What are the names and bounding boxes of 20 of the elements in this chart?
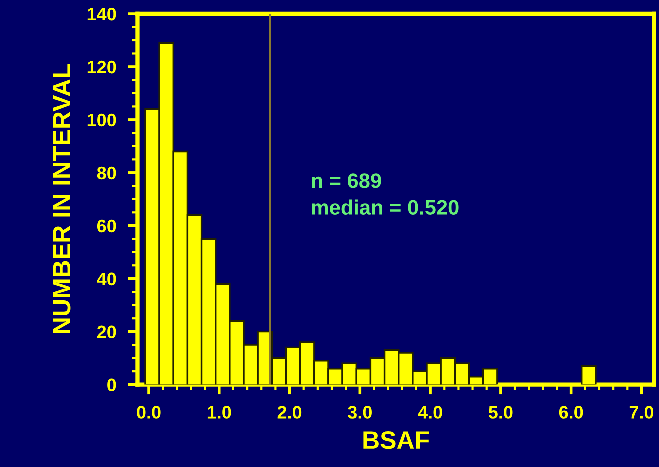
x-tick-label: 4.0: [418, 406, 442, 419]
x-tick-label: 5.0: [488, 406, 513, 419]
y-tick-label: 80: [97, 166, 116, 180]
y-tick-label: 40: [97, 272, 116, 286]
y-tick-label: 100: [88, 114, 116, 127]
x-tick-label: 3.0: [348, 406, 372, 419]
annotation: median = 0.520: [312, 200, 459, 216]
y-tick-label: 140: [88, 8, 116, 21]
x-tick-label: 7.0: [630, 406, 654, 419]
y-axis-title: NUMBER IN INTERVAL: [53, 64, 71, 334]
x-tick-label: 1.0: [208, 406, 232, 419]
y-tick-label: 0: [108, 378, 116, 392]
x-tick-label: 0.0: [137, 406, 161, 419]
x-axis-title: BSAF: [364, 431, 430, 450]
annotation: n = 689: [312, 174, 382, 188]
x-tick-label: 6.0: [559, 406, 584, 419]
x-tick-label: 2.0: [278, 406, 302, 419]
y-tick-label: 20: [97, 326, 116, 339]
y-tick-label: 60: [97, 220, 116, 233]
y-tick-label: 120: [88, 60, 116, 74]
